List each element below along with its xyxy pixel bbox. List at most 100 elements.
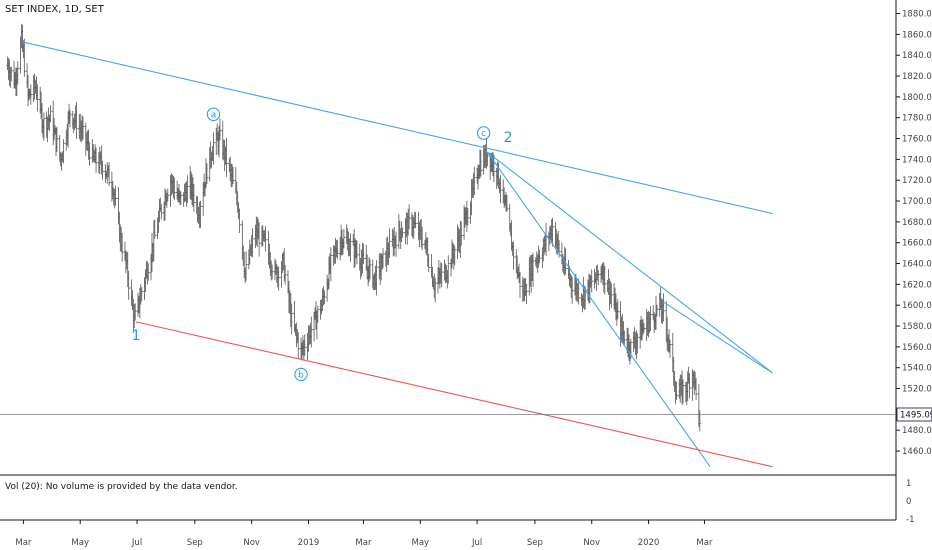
x-tick-label: Mar <box>15 538 32 548</box>
x-tick-label: Nov <box>243 538 260 548</box>
price-bar <box>512 241 515 270</box>
wave-label: 2 <box>504 130 513 146</box>
price-bar <box>577 278 580 305</box>
y-tick-label: 1860.00 <box>902 30 932 40</box>
price-bar <box>453 245 457 266</box>
price-bar <box>616 299 620 320</box>
price-bar <box>277 266 280 291</box>
price-bar <box>375 260 378 296</box>
volume-pane-message: Vol (20): No volume is provided by the d… <box>5 482 238 492</box>
price-bar <box>244 251 248 282</box>
price-bar <box>414 212 417 229</box>
price-bar <box>114 185 117 206</box>
x-tick-label: Mar <box>696 538 713 548</box>
price-bar <box>270 264 274 280</box>
price-bar <box>642 323 646 333</box>
x-tick-label: May <box>412 538 430 548</box>
price-bar <box>309 316 313 348</box>
price-bar <box>688 373 691 399</box>
price-bar <box>212 132 215 165</box>
wave-circle <box>206 107 221 121</box>
price-bar <box>323 290 326 305</box>
y-tick-label: 1840.00 <box>902 51 932 61</box>
y-tick-label: 1520.00 <box>902 385 932 395</box>
price-bar <box>505 194 509 212</box>
price-bar <box>349 233 352 262</box>
x-tick-label: 2020 <box>638 538 660 548</box>
price-bar <box>88 142 91 166</box>
trendline-blue <box>21 41 773 215</box>
price-bar <box>368 259 372 280</box>
last-price-badge <box>896 407 932 422</box>
y-tick-label: 1660.00 <box>902 239 932 249</box>
price-bar <box>459 221 463 246</box>
price-bar <box>538 249 541 264</box>
price-bar <box>218 118 222 141</box>
price-bar <box>486 152 489 167</box>
price-bar <box>68 109 72 128</box>
price-bar <box>499 175 502 204</box>
price-bar <box>120 232 124 262</box>
price-bar <box>655 304 659 317</box>
wave-circle <box>294 367 308 382</box>
price-bar <box>55 126 59 153</box>
price-bar <box>62 139 65 164</box>
price-bar <box>231 166 235 185</box>
price-bar <box>698 410 702 432</box>
price-bar <box>420 226 424 250</box>
price-bar <box>636 333 639 354</box>
volume-tick-label: -1 <box>906 515 914 525</box>
y-tick-label: 1620.00 <box>902 280 932 290</box>
y-tick-label: 1700.00 <box>902 197 932 207</box>
price-bar <box>179 191 183 205</box>
price-bar <box>649 306 652 332</box>
x-tick-label: May <box>71 538 89 548</box>
y-tick-label: 1800.00 <box>902 93 932 103</box>
wave-label: c <box>481 129 486 139</box>
price-bar <box>166 188 170 202</box>
y-tick-label: 1580.00 <box>902 322 932 332</box>
price-bar <box>609 283 613 308</box>
price-bar <box>192 184 196 212</box>
price-bar <box>133 303 137 321</box>
price-bar <box>81 116 85 140</box>
price-bar <box>199 200 202 229</box>
price-bar <box>466 208 470 226</box>
x-tick-label: Sep <box>187 538 203 548</box>
y-tick-label: 1460.00 <box>902 447 932 457</box>
price-bar <box>127 270 130 300</box>
price-bar <box>257 222 261 257</box>
price-bar <box>433 277 437 303</box>
volume-tick-label: 1 <box>906 479 911 489</box>
price-bar <box>186 175 189 204</box>
price-bar <box>342 228 346 249</box>
y-tick-label: 1680.00 <box>902 218 932 228</box>
price-bar <box>101 160 104 180</box>
y-tick-label: 1780.00 <box>902 114 932 124</box>
price-bar <box>427 253 430 273</box>
price-bar <box>23 38 26 77</box>
price-bar <box>107 162 111 186</box>
price-bar <box>381 248 385 269</box>
price-bar <box>336 239 339 260</box>
price-bar <box>590 269 594 293</box>
price-bar <box>290 303 294 335</box>
price-bar <box>694 378 698 401</box>
y-tick-label: 1600.00 <box>902 301 932 311</box>
price-bar <box>329 247 333 282</box>
price-bar <box>159 204 163 220</box>
price-bar <box>238 208 241 234</box>
price-bar <box>75 101 78 139</box>
price-bar <box>42 112 46 141</box>
price-bar <box>251 228 254 258</box>
price-bar <box>479 149 483 177</box>
price-bar <box>551 217 554 247</box>
x-tick-label: Jul <box>131 538 142 548</box>
price-bar <box>36 84 39 112</box>
price-bar <box>675 381 678 400</box>
y-tick-label: 1740.00 <box>902 155 932 165</box>
price-bar <box>225 138 228 177</box>
price-bar <box>603 265 607 295</box>
